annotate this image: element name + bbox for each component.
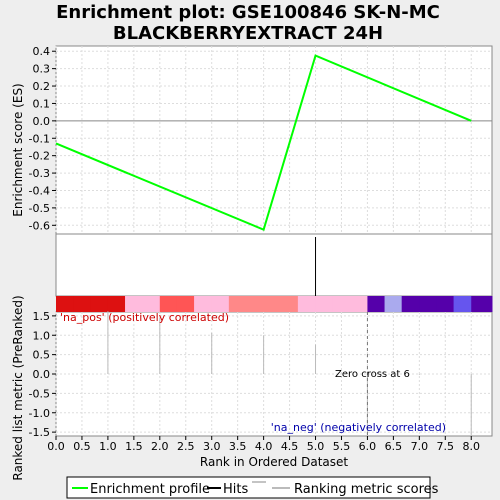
es-tick-label: -0.6 xyxy=(29,219,50,232)
heatmap-cell xyxy=(263,296,282,312)
heatmap-cell xyxy=(194,296,213,312)
x-tick-label: 4.0 xyxy=(255,440,273,453)
heatmap-cell xyxy=(228,296,247,312)
x-axis-label: Rank in Ordered Dataset xyxy=(200,455,348,469)
x-tick-label: 8.0 xyxy=(462,440,480,453)
metric-bars xyxy=(107,311,472,436)
es-tick-label: 0.1 xyxy=(33,97,51,110)
heatmap-cell xyxy=(453,296,472,312)
es-y-axis-label: Enrichment score (ES) xyxy=(11,83,25,216)
heatmap-cell xyxy=(297,296,317,312)
rank-heatmap xyxy=(56,296,493,312)
heatmap-cell xyxy=(90,296,109,312)
heatmap-cell xyxy=(349,296,368,312)
heatmap-cell xyxy=(245,296,265,312)
x-tick-label: 3.0 xyxy=(203,440,221,453)
heatmap-cell xyxy=(211,296,230,312)
legend-box xyxy=(66,476,431,499)
heatmap-cell xyxy=(436,296,455,312)
es-tick-label: -0.2 xyxy=(29,150,50,163)
x-tick-label: 2.5 xyxy=(177,440,195,453)
es-tick-label: 0.2 xyxy=(33,80,51,93)
es-tick-label: -0.3 xyxy=(29,167,50,180)
chart-title-line2: BLACKBERRYEXTRACT 24H xyxy=(113,23,383,44)
es-tick-label: 0.4 xyxy=(33,45,51,58)
heatmap-cell xyxy=(315,296,334,312)
zero-cross-label: Zero cross at 6 xyxy=(335,369,410,380)
heatmap-cell xyxy=(471,296,493,312)
metric-tick-label: -1.5 xyxy=(29,426,50,439)
heatmap-cell xyxy=(367,296,386,312)
heatmap-cell xyxy=(125,296,143,312)
x-tick-label: 1.5 xyxy=(125,440,143,453)
heatmap-cell xyxy=(142,296,161,312)
heatmap-cell xyxy=(332,296,351,312)
x-tick-label: 5.5 xyxy=(333,440,351,453)
x-tick-label: 2.0 xyxy=(151,440,169,453)
heatmap-cell xyxy=(176,296,195,312)
es-series xyxy=(55,54,472,231)
x-tick-label: 7.0 xyxy=(411,440,429,453)
legend-label-enrichment: Enrichment profile xyxy=(90,482,210,497)
neg-correlated-label: 'na_neg' (negatively correlated) xyxy=(271,421,446,434)
es-profile-line xyxy=(55,54,472,231)
metric-tick-label: 1.5 xyxy=(33,310,51,323)
legend-label-hits: Hits xyxy=(223,482,248,497)
metric-y-axis-label: Ranked list metric (PreRanked) xyxy=(11,295,25,480)
x-tick-label: 3.5 xyxy=(229,440,247,453)
x-tick-label: 5.0 xyxy=(307,440,325,453)
chart-title-line1: Enrichment plot: GSE100846 SK-N-MC xyxy=(56,2,440,23)
x-tick-label: 0.5 xyxy=(73,440,91,453)
x-tick-label: 1.0 xyxy=(99,440,117,453)
heatmap-cell xyxy=(73,296,91,312)
x-tick-label: 7.5 xyxy=(437,440,455,453)
hits-panel xyxy=(55,233,493,297)
es-y-ticks: 0.4 0.3 0.2 0.1 0.0 -0.1 -0.2 -0.3 -0.4 -0.5 -0.6 xyxy=(29,45,56,232)
x-tick-label: 4.5 xyxy=(281,440,299,453)
heatmap-cell xyxy=(401,296,420,312)
legend-label-ranking: Ranking metric scores xyxy=(294,482,439,497)
heatmap-cell xyxy=(56,296,74,312)
x-tick-label: 6.5 xyxy=(385,440,403,453)
heatmap-cell xyxy=(159,296,178,312)
x-tick-label: 6.0 xyxy=(359,440,377,453)
heatmap-cell xyxy=(107,296,126,312)
metric-y-ticks: 1.5 1.0 0.5 0.0 -0.5 -1.0 -1.5 xyxy=(29,310,56,439)
x-tick-label: 0.0 xyxy=(47,440,65,453)
es-panel xyxy=(55,45,493,235)
es-tick-label: -0.1 xyxy=(29,132,50,145)
heatmap-cell xyxy=(280,296,299,312)
x-ticks: 0.0 0.5 1.0 1.5 2.0 2.5 3.0 3.5 4.0 4.5 5.0 5.5 6.0 6… xyxy=(47,436,480,453)
heatmap-cell xyxy=(419,296,437,312)
legend: Enrichment profile Hits Ranking metric s… xyxy=(66,476,439,499)
metric-tick-label: 0.0 xyxy=(33,368,51,381)
metric-tick-label: -1.0 xyxy=(29,407,50,420)
es-tick-label: 0.0 xyxy=(33,115,51,128)
pos-correlated-label: 'na_pos' (positively correlated) xyxy=(60,311,229,324)
es-tick-label: -0.5 xyxy=(29,202,50,215)
metric-tick-label: -0.5 xyxy=(29,387,50,400)
metric-tick-label: 1.0 xyxy=(33,329,51,342)
es-tick-label: 0.3 xyxy=(33,63,51,76)
metric-tick-label: 0.5 xyxy=(33,349,51,362)
metric-gridlines xyxy=(55,312,492,436)
es-tick-label: -0.4 xyxy=(29,184,50,197)
heatmap-cell xyxy=(384,296,403,312)
